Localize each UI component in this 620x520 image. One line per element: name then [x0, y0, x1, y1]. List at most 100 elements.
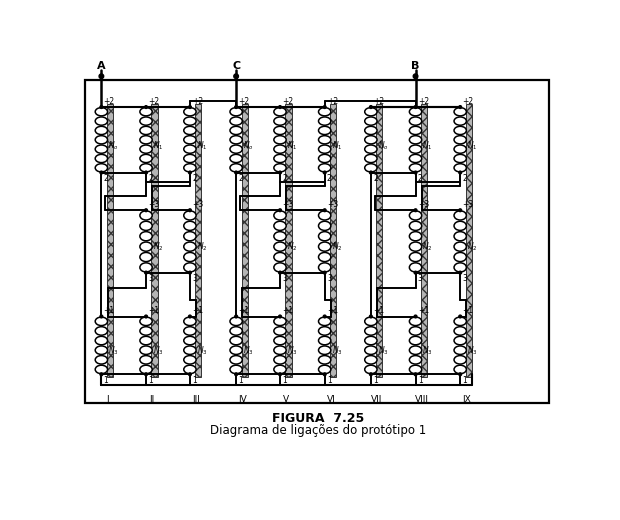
Ellipse shape: [140, 117, 152, 125]
Circle shape: [323, 315, 326, 318]
Circle shape: [188, 315, 192, 318]
Ellipse shape: [319, 108, 331, 116]
Ellipse shape: [274, 346, 286, 355]
Ellipse shape: [365, 164, 377, 172]
Text: +2: +2: [148, 97, 159, 106]
Ellipse shape: [184, 145, 196, 153]
Circle shape: [100, 106, 103, 109]
Ellipse shape: [319, 356, 331, 364]
Text: III: III: [192, 395, 200, 404]
Circle shape: [459, 171, 461, 174]
Text: B: B: [411, 61, 420, 71]
Ellipse shape: [140, 346, 152, 355]
Ellipse shape: [140, 327, 152, 335]
Text: 2: 2: [104, 174, 108, 183]
Circle shape: [188, 271, 192, 274]
Text: 3: 3: [463, 274, 467, 283]
Circle shape: [188, 171, 192, 174]
Circle shape: [278, 106, 281, 109]
Text: IX: IX: [462, 395, 471, 404]
Circle shape: [323, 373, 326, 375]
Circle shape: [414, 373, 417, 375]
Text: 2: 2: [282, 174, 287, 183]
Ellipse shape: [140, 154, 152, 163]
Text: 2: 2: [192, 174, 197, 183]
Ellipse shape: [365, 365, 377, 374]
Ellipse shape: [140, 263, 152, 272]
Ellipse shape: [95, 317, 107, 326]
Ellipse shape: [454, 126, 466, 135]
Ellipse shape: [184, 346, 196, 355]
Circle shape: [235, 373, 237, 375]
Ellipse shape: [454, 221, 466, 230]
Ellipse shape: [274, 231, 286, 241]
Text: 1: 1: [148, 376, 153, 385]
Ellipse shape: [95, 336, 107, 345]
Ellipse shape: [274, 317, 286, 326]
Circle shape: [278, 373, 281, 375]
Ellipse shape: [140, 231, 152, 241]
Circle shape: [323, 106, 326, 109]
Text: 3: 3: [327, 274, 332, 283]
Ellipse shape: [454, 327, 466, 335]
Ellipse shape: [319, 327, 331, 335]
Circle shape: [144, 271, 148, 274]
Ellipse shape: [319, 365, 331, 374]
Ellipse shape: [365, 356, 377, 364]
Circle shape: [144, 373, 148, 375]
Ellipse shape: [365, 327, 377, 335]
Ellipse shape: [409, 136, 422, 144]
Ellipse shape: [454, 263, 466, 272]
Text: N$_1$: N$_1$: [153, 139, 164, 152]
Circle shape: [144, 106, 148, 109]
Text: A: A: [97, 61, 105, 71]
Ellipse shape: [95, 126, 107, 135]
Ellipse shape: [95, 108, 107, 116]
Ellipse shape: [140, 145, 152, 153]
Text: 1: 1: [418, 376, 423, 385]
Ellipse shape: [454, 346, 466, 355]
Circle shape: [188, 373, 192, 375]
Text: +1: +1: [373, 306, 384, 315]
Text: +2: +2: [192, 97, 203, 106]
Text: +3: +3: [282, 200, 294, 209]
Ellipse shape: [319, 136, 331, 144]
Text: N$_1$: N$_1$: [422, 139, 433, 152]
Ellipse shape: [274, 117, 286, 125]
Ellipse shape: [454, 356, 466, 364]
Text: Diagrama de ligações do protótipo 1: Diagrama de ligações do protótipo 1: [210, 424, 426, 437]
Ellipse shape: [365, 126, 377, 135]
Ellipse shape: [409, 211, 422, 220]
Text: IV: IV: [238, 395, 247, 404]
Circle shape: [234, 74, 239, 79]
Text: N$_2$: N$_2$: [153, 241, 164, 253]
Text: 1: 1: [327, 376, 332, 385]
Ellipse shape: [140, 211, 152, 220]
Ellipse shape: [230, 136, 242, 144]
Ellipse shape: [230, 327, 242, 335]
Text: 2: 2: [418, 174, 423, 183]
Ellipse shape: [365, 117, 377, 125]
Circle shape: [414, 171, 417, 174]
Ellipse shape: [319, 117, 331, 125]
Circle shape: [188, 209, 192, 212]
Circle shape: [278, 171, 281, 174]
Text: N$_2$: N$_2$: [332, 241, 342, 253]
Text: 1: 1: [463, 376, 467, 385]
Text: N$_1$: N$_1$: [287, 139, 298, 152]
Bar: [85, 80, 549, 402]
Text: N$_3$: N$_3$: [197, 345, 208, 357]
Ellipse shape: [274, 164, 286, 172]
Bar: [376, 104, 383, 378]
Ellipse shape: [319, 211, 331, 220]
Ellipse shape: [365, 346, 377, 355]
Bar: [466, 104, 472, 378]
Text: N$_3$: N$_3$: [108, 345, 119, 357]
Ellipse shape: [409, 231, 422, 241]
Text: 1: 1: [239, 376, 243, 385]
Ellipse shape: [365, 145, 377, 153]
Ellipse shape: [184, 242, 196, 251]
Circle shape: [459, 373, 461, 375]
Ellipse shape: [230, 126, 242, 135]
Ellipse shape: [230, 117, 242, 125]
